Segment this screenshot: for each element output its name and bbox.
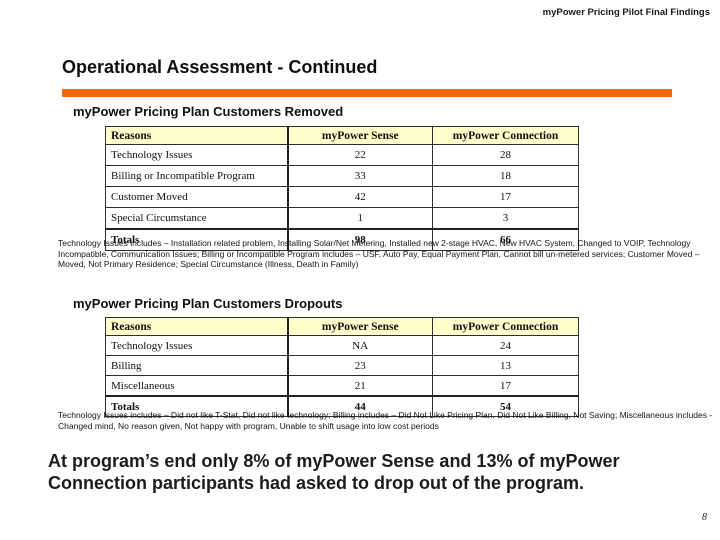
column-header-reasons: Reasons: [105, 126, 289, 145]
reason-cell: Miscellaneous: [105, 375, 289, 397]
accent-bar: [62, 89, 672, 97]
reason-cell: Customer Moved: [105, 186, 289, 208]
page-title: Operational Assessment - Continued: [62, 57, 378, 77]
conclusion-line-2: Connection participants had asked to dro…: [48, 473, 585, 493]
table-row: Customer Moved 42 17: [105, 186, 579, 208]
section-heading-dropouts: myPower Pricing Plan Customers Dropouts: [73, 296, 343, 311]
sense-cell: 42: [287, 186, 433, 208]
connection-cell: 28: [432, 144, 579, 166]
reason-cell: Billing: [105, 355, 289, 376]
totals-label: Totals: [105, 395, 289, 417]
connection-cell: 17: [432, 186, 579, 208]
connection-cell: 18: [432, 165, 579, 187]
table-header-row: Reasons myPower Sense myPower Connection: [105, 317, 579, 336]
sense-cell: NA: [287, 335, 433, 356]
totals-row: Totals 44 54: [105, 395, 579, 417]
table-row: Technology Issues NA 24: [105, 335, 579, 356]
table-row: Miscellaneous 21 17: [105, 375, 579, 397]
reason-cell: Special Circumstance: [105, 207, 289, 230]
conclusion-line-1: At program’s end only 8% of myPower Sens…: [48, 451, 620, 471]
table-header-row: Reasons myPower Sense myPower Connection: [105, 126, 579, 145]
sense-cell: 21: [287, 375, 433, 397]
reason-cell: Billing or Incompatible Program: [105, 165, 289, 187]
table-row: Billing 23 13: [105, 355, 579, 376]
table-row: Technology Issues 22 28: [105, 144, 579, 166]
column-header-sense: myPower Sense: [287, 317, 433, 336]
sense-cell: 23: [287, 355, 433, 376]
totals-connection: 66: [432, 228, 579, 251]
connection-cell: 17: [432, 375, 579, 397]
slide-header-label: myPower Pricing Pilot Final Findings: [542, 7, 710, 18]
totals-label: Totals: [105, 228, 289, 251]
dropouts-footnote: Technology Issues includes – Did not lik…: [58, 410, 713, 431]
totals-connection: 54: [432, 395, 579, 417]
reason-cell: Technology Issues: [105, 144, 289, 166]
section-heading-removed: myPower Pricing Plan Customers Removed: [73, 104, 344, 119]
page-number: 8: [702, 512, 707, 523]
removed-table: Reasons myPower Sense myPower Connection…: [105, 126, 579, 251]
table-row: Billing or Incompatible Program 33 18: [105, 165, 579, 187]
sense-cell: 22: [287, 144, 433, 166]
table-row: Special Circumstance 1 3: [105, 207, 579, 230]
dropouts-table: Reasons myPower Sense myPower Connection…: [105, 317, 579, 417]
sense-cell: 1: [287, 207, 433, 230]
column-header-sense: myPower Sense: [287, 126, 433, 145]
connection-cell: 3: [432, 207, 579, 230]
totals-row: Totals 98 66: [105, 228, 579, 251]
column-header-reasons: Reasons: [105, 317, 289, 336]
conclusion-statement: At program’s end only 8% of myPower Sens…: [48, 450, 708, 494]
column-header-connection: myPower Connection: [432, 317, 579, 336]
sense-cell: 33: [287, 165, 433, 187]
connection-cell: 13: [432, 355, 579, 376]
connection-cell: 24: [432, 335, 579, 356]
column-header-connection: myPower Connection: [432, 126, 579, 145]
removed-footnote: Technology Issues includes – Installatio…: [58, 238, 700, 269]
reason-cell: Technology Issues: [105, 335, 289, 356]
